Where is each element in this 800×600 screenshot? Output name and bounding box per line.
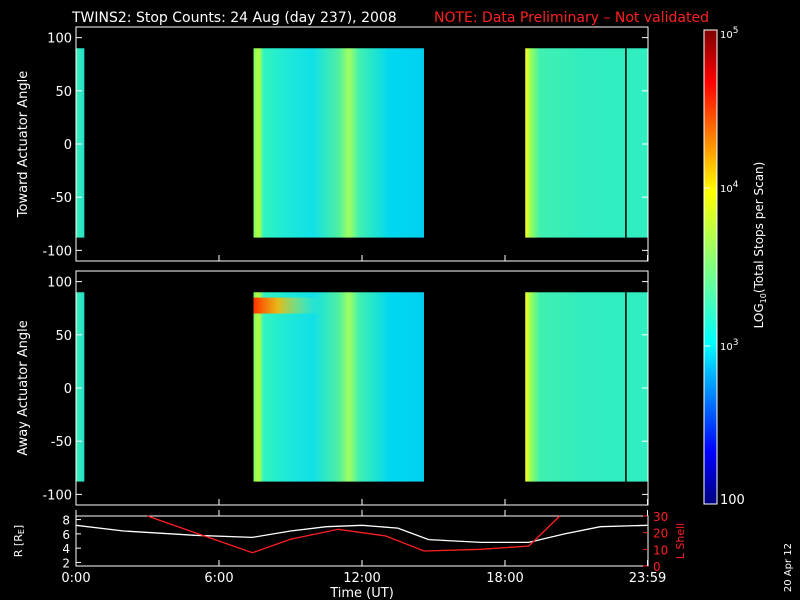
colorbar-tick-label: 104: [720, 180, 739, 195]
colorbar: 105 104 103 100 LOG10(Total Stops per Scan): [703, 26, 768, 508]
colorbar-tick-label: 103: [720, 338, 738, 353]
figure-title: TWINS2: Stop Counts: 24 Aug (day 237), 2…: [71, 10, 397, 26]
x-tick-label: 0:00: [61, 571, 90, 586]
colorbar-tick-label: 105: [720, 26, 738, 41]
y-tick-label: -100: [42, 488, 72, 503]
y-tick-label: 50: [55, 329, 72, 344]
r-tick-label: 2: [62, 556, 70, 570]
y-tick-label: -50: [51, 191, 72, 206]
away-angle-panel: 100 50 0 -50 -100 Away Actuator Angle: [16, 270, 649, 506]
y-tick-label: 50: [55, 85, 72, 100]
y-tick-label: 100: [47, 32, 72, 47]
time-x-ticks: 0:00 6:00 12:00 18:00 23:59: [61, 255, 666, 586]
lshell-y-ticks: 30 20 10 0: [643, 510, 668, 574]
y-tick-label: -100: [42, 244, 72, 259]
toward-angle-heatmap: [76, 48, 648, 238]
colorbar-label: LOG10(Total Stops per Scan): [752, 162, 768, 329]
y-tick-label: 100: [47, 276, 72, 291]
r-tick-label: 6: [62, 528, 70, 542]
lshell-tick-label: 20: [653, 527, 668, 541]
r-tick-label: 4: [62, 542, 70, 556]
x-tick-label: 6:00: [204, 571, 233, 586]
y-tick-label: 0: [64, 138, 72, 153]
r-curve: [75, 524, 648, 544]
r-axis-label: R [RE]: [12, 525, 26, 557]
colorbar-tick-label: 100: [720, 493, 745, 508]
toward-y-label: Toward Actuator Angle: [16, 71, 31, 218]
data-block: [76, 292, 85, 482]
toward-y-ticks: 100 50 0 -50 -100: [42, 32, 648, 259]
y-tick-label: -50: [51, 435, 72, 450]
colorbar-gradient: [703, 29, 718, 505]
r-tick-label: 8: [62, 514, 70, 528]
hotspot: [253, 297, 322, 314]
date-stamp: 20 Apr 12: [783, 542, 794, 592]
lshell-axis-label: L Shell: [674, 523, 687, 559]
data-block: [525, 292, 648, 482]
time-axis-label: Time (UT): [329, 586, 394, 600]
x-tick-label: 12:00: [343, 571, 380, 586]
orbit-panel-frame: [75, 515, 649, 567]
x-tick-label: 18:00: [486, 571, 523, 586]
x-tick-label: 23:59: [629, 571, 666, 586]
toward-angle-panel: 100 50 0 -50 -100 Toward Actuator Angle: [16, 26, 649, 262]
data-block: [76, 48, 85, 238]
data-block: [253, 292, 424, 482]
y-tick-label: 0: [64, 382, 72, 397]
away-angle-heatmap: [76, 292, 648, 482]
lshell-tick-label: 30: [653, 510, 668, 524]
away-y-ticks: 100 50 0 -50 -100: [42, 276, 648, 503]
lshell-tick-label: 10: [653, 543, 668, 557]
lshell-curve: [147, 515, 561, 554]
data-block: [253, 48, 424, 238]
data-block: [525, 48, 648, 238]
preliminary-note: NOTE: Data Preliminary – Not validated: [434, 10, 709, 26]
lshell-tick-label: 0: [653, 560, 661, 574]
away-y-label: Away Actuator Angle: [16, 320, 31, 455]
orbit-lines: [75, 515, 648, 554]
